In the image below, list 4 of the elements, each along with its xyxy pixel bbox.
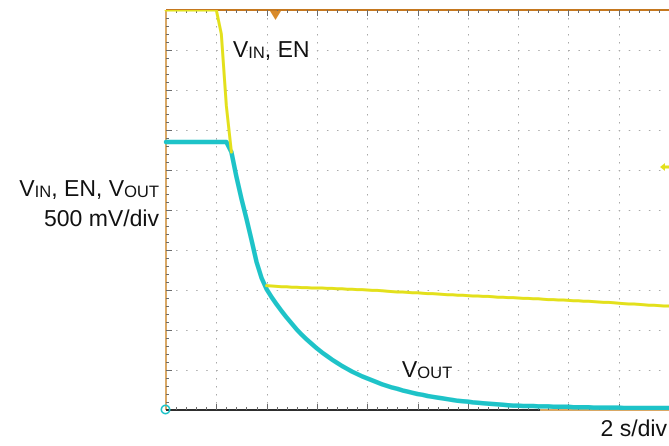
series-label: V$_{IN}$, EN <box>232 36 310 64</box>
x-axis-title: 2 s/div <box>600 415 667 441</box>
y-axis-title: V$_{IN}$, EN, V$_{OUT}$ 500 mV/div <box>19 174 159 231</box>
series-label: V$_{OUT}$ <box>402 356 452 384</box>
